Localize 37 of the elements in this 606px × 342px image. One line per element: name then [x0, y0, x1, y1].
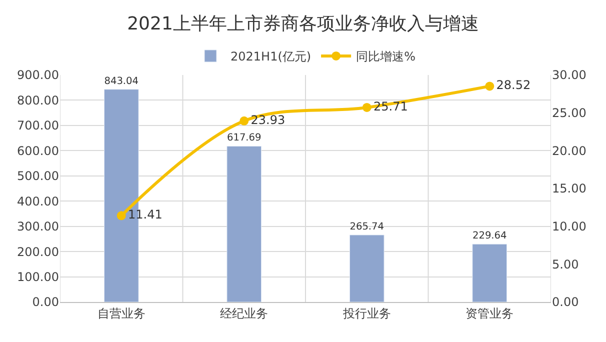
- point: [116, 211, 126, 220]
- x-tick-label: 经纪业务: [220, 306, 268, 320]
- y-tick-label: 400.00: [17, 194, 59, 208]
- point: [485, 82, 494, 91]
- y2-tick-label: 15.00: [552, 182, 586, 196]
- data-label: 617.69: [226, 132, 262, 144]
- y2-tick-label: 0.00: [552, 295, 579, 310]
- y2-tick-label: 5.00: [552, 257, 579, 272]
- data-label: 23.93: [250, 112, 286, 127]
- y-tick-label: 600.00: [17, 144, 59, 158]
- data-label: 843.04: [104, 76, 139, 87]
- bar: [349, 234, 384, 302]
- y2-tick-label: 30.00: [552, 68, 586, 82]
- data-label: 229.64: [472, 230, 507, 242]
- y-tick-label: 900.00: [17, 68, 59, 82]
- y-tick-label: 300.00: [17, 220, 59, 234]
- bar: [472, 244, 508, 302]
- chart-title: 2021上半年上市券商各项业务净收入与增速: [127, 14, 479, 35]
- point: [362, 102, 372, 112]
- y-tick-label: 100.00: [17, 270, 59, 284]
- bar: [226, 146, 262, 302]
- x-tick-label: 资管业务: [466, 306, 514, 320]
- legend-label: 同比增速%: [356, 50, 416, 64]
- y-tick-label: 0.00: [32, 295, 59, 310]
- y-tick-label: 700.00: [17, 118, 59, 133]
- y-tick-label: 200.00: [17, 244, 59, 259]
- data-label: 28.52: [496, 78, 531, 92]
- data-label: 265.74: [350, 222, 384, 233]
- point: [240, 116, 249, 126]
- x-tick-label: 自营业务: [97, 306, 146, 320]
- legend-label: 2021H1(亿元): [230, 50, 312, 64]
- x-tick-label: 投行业务: [342, 306, 391, 320]
- y2-tick-label: 25.00: [552, 106, 586, 120]
- y2-tick-label: 20.00: [552, 144, 586, 158]
- y2-tick-label: 10.00: [552, 220, 586, 234]
- y-tick-label: 800.00: [17, 93, 59, 108]
- y-tick-label: 500.00: [17, 169, 59, 184]
